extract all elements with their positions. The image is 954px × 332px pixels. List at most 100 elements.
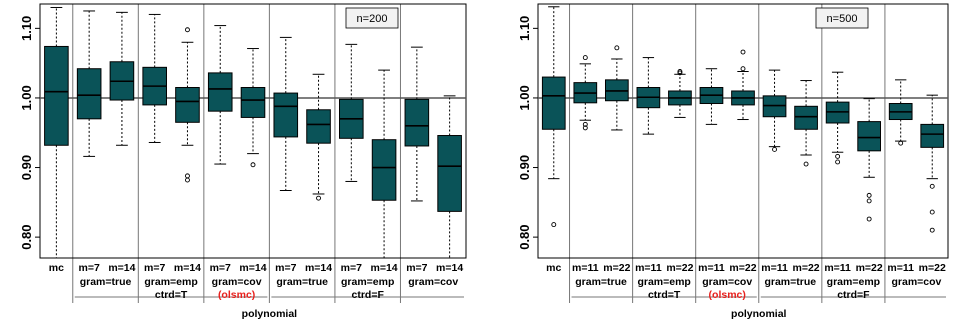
method-label: polynomial [731,308,787,320]
y-tick-label: 1.00 [19,85,34,110]
sample-size-box: n=200 [345,7,399,29]
x-param-label: m=11 [761,262,788,274]
y-tick-label: 0.80 [517,224,532,249]
x-param-label: m=14 [108,262,135,274]
x-setting-label: gram=emp [144,276,197,288]
box-iqr [371,139,397,201]
sample-size-frame [345,7,399,29]
outlier-point [835,153,841,159]
outlier-point [929,183,935,189]
x-param-label: m=11 [572,262,599,274]
x-param-label: m=7 [210,262,231,274]
y-tick-label: 1.10 [517,16,532,41]
box-iqr [240,87,266,118]
box-iqr [76,68,102,120]
boxplot-6 [731,49,755,121]
sample-size-label: n=200 [357,13,388,25]
x-param-label: m=22 [666,262,693,274]
x-param-label: m=7 [275,262,296,274]
outlier-point [551,222,557,228]
box-iqr [207,72,233,112]
boxplot-4 [175,27,200,183]
box-iqr [273,92,299,138]
x-param-label: m=14 [305,262,332,274]
sample-size-label: n=500 [827,13,858,25]
outlier-point [866,216,872,222]
x-setting-label: gram=emp [827,276,880,288]
boxplot-6 [240,48,266,168]
boxplot-0 [44,6,69,258]
x-setting-label: gram=emp [637,276,690,288]
boxplot-11 [404,46,430,202]
box-iqr [857,121,882,152]
box-iqr [306,109,331,144]
boxplot-9 [339,43,364,182]
box-iqr [437,135,462,212]
x-setting-label: gram=true [764,276,816,288]
x-param-label: m=14 [436,262,463,274]
boxplot-2 [109,11,135,146]
outlier-point [185,177,190,183]
left-boxplot-panel: 0.80 0.90 1.00 1.10 mc m=7 m=14 m=7 m=14 m=7 m=14 m… [19,3,467,320]
x-param-label: mc [49,262,64,274]
outlier-point [772,146,777,152]
x-setting-label: gram=emp [341,276,394,288]
x-param-label: m=11 [698,262,725,274]
box-iqr [404,98,430,147]
y-tick-label: 0.90 [517,155,532,180]
x-param-label: m=14 [370,262,397,274]
x-param-label: m=7 [144,262,165,274]
outlier-point [677,69,683,74]
outlier-point [929,209,935,215]
boxplot-1 [573,55,598,131]
x-param-label: m=14 [239,262,266,274]
outlier-point [866,192,872,198]
sample-size-box: n=500 [815,7,869,29]
x-setting-label: gram=true [276,276,328,288]
boxplot-5 [699,68,724,125]
boxplot-7 [762,69,787,152]
outlier-point [929,227,935,233]
x-param-label: m=14 [174,262,201,274]
outlier-point [740,66,746,72]
boxplot-12 [437,95,462,258]
x-setting-label: gram=cov [702,276,752,288]
ctrd-true-label: ctrd=T [648,289,681,301]
boxplot-3 [636,57,661,135]
y-tick-label: 0.90 [19,155,34,180]
outlier-point [898,140,904,146]
outlier-point [316,195,321,201]
x-param-label: m=7 [78,262,99,274]
olsmc-label: (olsmc) [218,289,255,301]
x-setting-label: gram=true [80,276,132,288]
ctrd-false-label: ctrd=F [351,289,384,301]
outlier-point [866,198,872,204]
box-iqr [794,105,818,130]
outlier-point [835,159,841,165]
ctrd-true-label: ctrd=T [155,289,188,301]
boxplot-12 [920,94,945,233]
boxplot-10 [371,69,397,258]
boxplot-8 [794,80,818,167]
x-setting-label: gram=cov [212,276,262,288]
outlier-point [185,27,190,33]
x-param-label: m=11 [635,262,662,274]
x-param-label: m=11 [887,262,914,274]
boxplot-2 [604,45,629,131]
x-param-label: m=22 [792,262,819,274]
outlier-point [582,121,588,127]
y-tick-label: 1.00 [517,85,532,110]
box-iqr [44,45,69,146]
ctrd-false-label: ctrd=F [837,289,870,301]
outlier-point [803,161,809,167]
x-param-label: m=22 [603,262,630,274]
x-setting-label: gram=cov [892,276,942,288]
x-param-label: m=7 [341,262,362,274]
sample-size-frame [815,7,869,29]
x-param-label: m=11 [824,262,851,274]
boxplot-9 [825,71,850,165]
y-tick-label: 0.80 [19,224,34,249]
boxplot-7 [273,36,299,191]
